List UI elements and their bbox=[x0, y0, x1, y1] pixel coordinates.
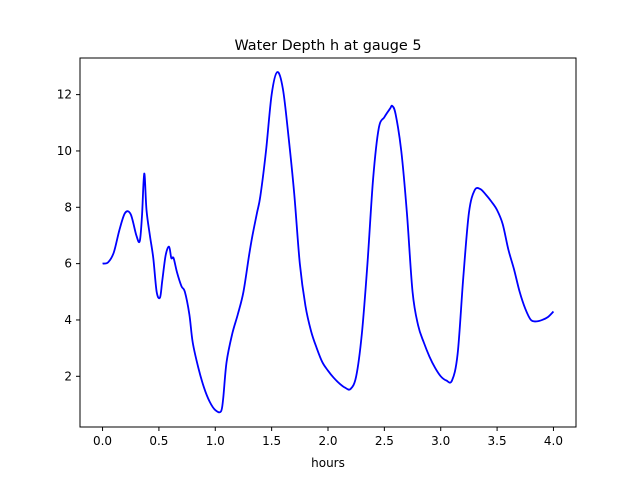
y-tick-label: 12 bbox=[57, 88, 72, 102]
y-tick-label: 10 bbox=[57, 144, 72, 158]
y-tick-label: 2 bbox=[64, 369, 72, 383]
series-layer bbox=[102, 71, 555, 414]
x-tick-label: 2.0 bbox=[318, 434, 337, 448]
y-tick-label: 6 bbox=[64, 257, 72, 271]
x-tick-label: 3.0 bbox=[431, 434, 450, 448]
x-tick-label: 1.5 bbox=[262, 434, 281, 448]
x-tick-label: 0.5 bbox=[149, 434, 168, 448]
x-axis: 0.0 0.5 1.0 1.5 2.0 2.5 3.0 3.5 4.0 bbox=[93, 427, 563, 448]
series-line bbox=[102, 71, 555, 414]
chart-title: Water Depth h at gauge 5 bbox=[234, 38, 421, 54]
x-tick-label: 2.5 bbox=[375, 434, 394, 448]
x-tick-label: 0.0 bbox=[93, 434, 112, 448]
x-tick-label: 1.0 bbox=[206, 434, 225, 448]
x-tick-label: 4.0 bbox=[544, 434, 563, 448]
y-tick-label: 8 bbox=[64, 200, 72, 214]
y-axis: 2 4 6 8 10 12 bbox=[57, 88, 80, 383]
plot-frame bbox=[79, 57, 577, 428]
plot-area bbox=[80, 58, 576, 427]
y-tick-label: 4 bbox=[64, 313, 72, 327]
x-tick-label: 3.5 bbox=[488, 434, 507, 448]
x-axis-title: hours bbox=[311, 456, 345, 470]
